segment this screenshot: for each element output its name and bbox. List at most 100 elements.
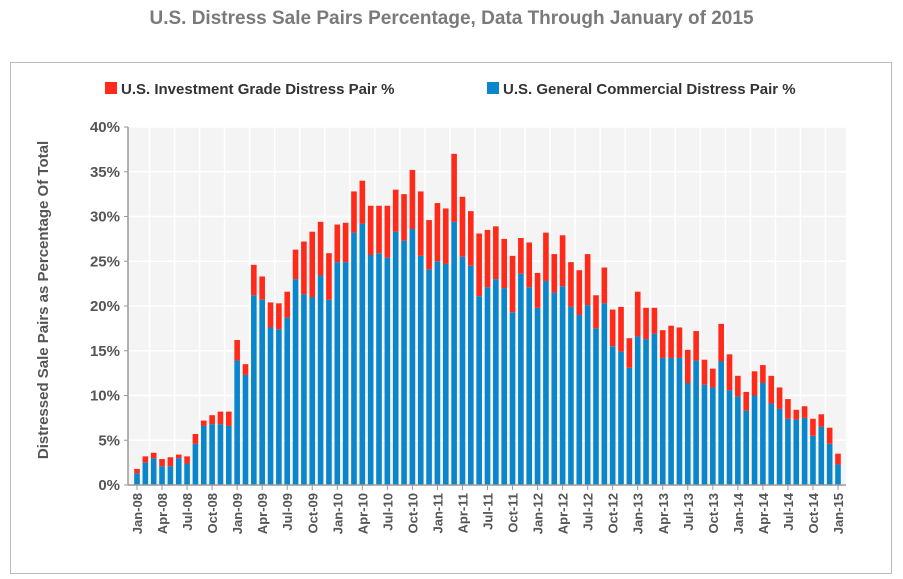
- bar-general-commercial: May-10: [367, 254, 374, 485]
- bar-general-commercial: Jun-08: [175, 458, 182, 485]
- x-tick-label: Jul-13: [681, 493, 696, 531]
- bar-investment-grade: Jun-13: [676, 327, 683, 358]
- bar-general-commercial: Jan-12: [534, 307, 541, 485]
- bar-general-commercial: Dec-13: [726, 390, 733, 485]
- x-tick-label: Jan-09: [230, 493, 245, 534]
- bar-general-commercial: Apr-13: [659, 357, 666, 485]
- bar-investment-grade: Jun-14: [776, 387, 783, 409]
- bar-general-commercial: Jan-15: [835, 464, 841, 485]
- bar-investment-grade: Dec-13: [726, 354, 733, 391]
- bar-investment-grade: Oct-14: [810, 418, 816, 436]
- x-tick-label: Oct-08: [205, 493, 220, 533]
- bar-general-commercial: Jun-12: [576, 314, 583, 485]
- bar-investment-grade: Feb-14: [743, 391, 750, 411]
- bar-investment-grade: Aug-11: [493, 226, 499, 280]
- bar-general-commercial: Jun-11: [476, 296, 482, 485]
- bar-general-commercial: Oct-12: [609, 346, 616, 485]
- bar-investment-grade: Jun-09: [276, 303, 282, 330]
- y-tick-label: 30%: [90, 209, 120, 226]
- bar-general-commercial: Nov-09: [317, 275, 324, 485]
- bar-general-commercial: Sep-11: [501, 288, 507, 485]
- bar-general-commercial: Aug-14: [793, 419, 800, 485]
- x-tick-label: Jan-08: [130, 493, 145, 534]
- x-tick-label: Jan-13: [631, 493, 646, 534]
- bar-investment-grade: Jan-12: [534, 272, 541, 308]
- bar-investment-grade: Oct-08: [209, 415, 215, 425]
- bar-investment-grade: Mar-14: [751, 371, 758, 396]
- bar-general-commercial: Sep-12: [601, 303, 608, 485]
- bar-general-commercial: Aug-13: [693, 360, 699, 485]
- bar-general-commercial: Jun-09: [276, 329, 282, 485]
- bar-general-commercial: Nov-13: [718, 361, 724, 485]
- x-tick-label: Oct-14: [806, 492, 821, 533]
- bar-investment-grade: Dec-11: [526, 242, 533, 288]
- bar-general-commercial: May-11: [468, 265, 474, 485]
- x-tick-label: Jan-15: [831, 493, 846, 534]
- legend-swatch: [487, 82, 499, 94]
- x-tick-label: Jul-08: [180, 493, 195, 531]
- bar-general-commercial: Nov-10: [417, 255, 424, 485]
- bar-investment-grade: Feb-12: [543, 232, 549, 281]
- bar-general-commercial: Feb-12: [543, 280, 549, 485]
- bar-investment-grade: Jul-13: [684, 349, 691, 383]
- bar-investment-grade: Jan-10: [334, 224, 341, 263]
- bar-general-commercial: Sep-09: [301, 294, 307, 485]
- bar-investment-grade: Apr-14: [760, 365, 766, 383]
- bar-general-commercial: Jan-14: [735, 396, 741, 485]
- bar-investment-grade: Apr-13: [659, 330, 666, 358]
- bar-investment-grade: Oct-11: [509, 255, 516, 313]
- bar-general-commercial: Dec-09: [326, 299, 332, 485]
- bar-general-commercial: Aug-08: [192, 443, 199, 485]
- bar-general-commercial: Dec-10: [426, 269, 432, 485]
- bar-investment-grade: Aug-12: [593, 295, 599, 329]
- x-tick-label: Oct-13: [706, 493, 721, 533]
- bar-investment-grade: Nov-08: [217, 411, 224, 425]
- bar-general-commercial: Jan-08: [134, 473, 140, 485]
- bar-investment-grade: Oct-10: [409, 169, 416, 230]
- bar-investment-grade: Aug-10: [392, 189, 399, 232]
- bar-investment-grade: Oct-09: [309, 231, 316, 298]
- bar-general-commercial: Jan-11: [434, 261, 441, 485]
- x-tick-label: Apr-11: [455, 493, 470, 533]
- bar-investment-grade: Aug-14: [793, 409, 800, 420]
- bar-investment-grade: Dec-14: [826, 427, 833, 444]
- bar-investment-grade: Mar-09: [251, 264, 257, 296]
- bar-general-commercial: Dec-12: [626, 367, 633, 485]
- bar-investment-grade: Dec-08: [225, 411, 232, 426]
- bar-investment-grade: Feb-13: [643, 307, 649, 340]
- bar-general-commercial: Jan-13: [634, 336, 641, 485]
- bar-general-commercial: Apr-11: [459, 256, 466, 485]
- x-tick-label: Jan-10: [330, 493, 345, 534]
- x-tick-label: Apr-12: [556, 493, 571, 534]
- bar-general-commercial: Oct-08: [209, 424, 215, 485]
- bar-investment-grade: Mar-11: [451, 153, 457, 222]
- bar-investment-grade: Nov-09: [317, 221, 324, 276]
- bar-general-commercial: Sep-14: [801, 417, 808, 485]
- bar-investment-grade: Jul-11: [484, 229, 491, 288]
- bar-general-commercial: Feb-09: [242, 374, 249, 485]
- bar-investment-grade: May-09: [267, 302, 274, 328]
- bar-investment-grade: Mar-10: [351, 191, 357, 233]
- x-tick-label: Jul-12: [581, 493, 596, 531]
- bar-general-commercial: Apr-10: [359, 223, 366, 485]
- bar-investment-grade: Dec-09: [326, 253, 332, 300]
- bar-investment-grade: Sep-14: [801, 406, 808, 418]
- y-axis-label: Distressed Sale Pairs as Percentage Of T…: [35, 141, 52, 459]
- bar-general-commercial: Dec-08: [225, 425, 232, 485]
- bar-general-commercial: Jun-10: [376, 253, 382, 485]
- bar-general-commercial: Feb-10: [342, 262, 349, 485]
- bar-general-commercial: Nov-11: [518, 273, 524, 485]
- bar-investment-grade: Oct-13: [710, 368, 716, 388]
- bar-general-commercial: May-08: [167, 466, 174, 485]
- bar-general-commercial: Jun-14: [776, 408, 783, 485]
- bar-general-commercial: Apr-08: [159, 466, 165, 485]
- y-tick-label: 15%: [90, 343, 120, 360]
- bar-investment-grade: Feb-10: [342, 222, 349, 263]
- bar-investment-grade: Apr-11: [459, 196, 466, 257]
- bar-investment-grade: Jan-15: [835, 453, 841, 465]
- x-tick-label: Apr-08: [155, 493, 170, 534]
- bar-investment-grade: May-08: [167, 457, 174, 467]
- bar-investment-grade: Jun-12: [576, 270, 583, 315]
- bar-general-commercial: Nov-14: [818, 426, 825, 485]
- bar-investment-grade: Mar-12: [551, 254, 558, 293]
